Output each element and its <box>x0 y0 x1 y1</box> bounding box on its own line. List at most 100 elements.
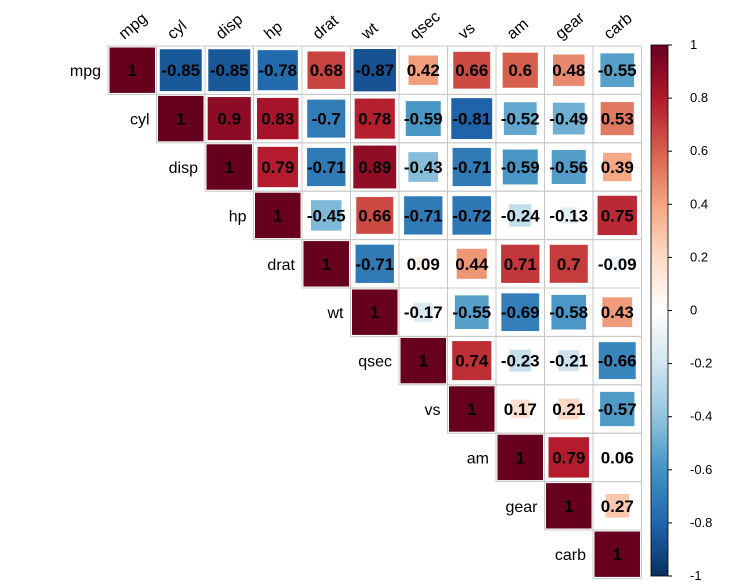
row-label-hp: hp <box>229 208 247 225</box>
cell-drat-qsec <box>416 256 431 271</box>
value-label-mpg-cyl: -0.85 <box>161 61 200 80</box>
values-layer: 1 -0.85 -0.85 -0.78 0.68 -0.87 0.42 0.66 0.6 0.48… <box>128 61 637 564</box>
cell-disp-am <box>502 149 538 185</box>
column-label-wt: wt <box>358 19 382 43</box>
colorbar: 1 0.8 0.6 0.4 0.2 0 -0.2 -0.4 -0.6 -0.8 -1 <box>650 37 712 583</box>
colorbar-tick-label: -0.8 <box>690 515 712 530</box>
value-label-disp-disp: 1 <box>225 158 234 177</box>
value-label-hp-am: -0.24 <box>501 206 540 225</box>
value-label-cyl-am: -0.52 <box>501 110 540 129</box>
column-label-drat: drat <box>310 12 342 43</box>
column-label-cyl: cyl <box>164 17 190 43</box>
value-label-vs-vs: 1 <box>467 400 476 419</box>
cell-drat-am <box>501 244 540 283</box>
cell-cyl-vs <box>451 98 493 140</box>
cell-hp-vs <box>452 196 492 235</box>
cells-layer <box>109 47 640 577</box>
grid-layer <box>107 45 642 579</box>
cell-disp-gear <box>551 150 586 184</box>
column-label-disp: disp <box>213 11 246 43</box>
cell-gear-carb <box>605 494 630 518</box>
cell-disp-wt <box>353 145 397 189</box>
value-label-mpg-vs: 0.66 <box>455 61 488 80</box>
cell-vs-vs <box>449 386 495 432</box>
value-label-mpg-gear: 0.48 <box>552 61 585 80</box>
cell-mpg-gear <box>552 54 585 86</box>
cell-hp-qsec <box>404 196 443 235</box>
cell-cyl-drat <box>307 99 346 138</box>
colorbar-tick-label: 0.4 <box>690 196 708 211</box>
cell-mpg-carb <box>600 53 635 88</box>
value-label-disp-wt: 0.89 <box>358 158 391 177</box>
cell-vs-carb <box>600 391 635 427</box>
cell-drat-carb <box>610 256 625 271</box>
value-label-disp-carb: 0.39 <box>601 158 634 177</box>
cell-wt-wt <box>352 289 398 335</box>
value-label-cyl-gear: -0.49 <box>549 110 588 129</box>
value-label-qsec-vs: 0.74 <box>455 352 489 371</box>
column-label-vs: vs <box>455 20 478 43</box>
cell-am-carb <box>611 451 623 463</box>
column-label-qsec: qsec <box>407 8 444 43</box>
cell-mpg-cyl <box>159 49 202 92</box>
cell-drat-vs <box>456 248 487 279</box>
cell-qsec-am <box>509 349 532 372</box>
cell-hp-wt <box>356 196 394 234</box>
cell-vs-gear <box>558 398 580 420</box>
value-label-mpg-disp: -0.85 <box>210 61 249 80</box>
colorbar-tick-label: -0.6 <box>690 462 712 477</box>
cell-mpg-wt <box>353 49 396 92</box>
cell-qsec-qsec <box>400 337 446 384</box>
value-label-mpg-qsec: 0.42 <box>407 61 440 80</box>
cell-drat-wt <box>355 244 394 283</box>
row-label-mpg: mpg <box>70 63 101 80</box>
row-label-disp: disp <box>169 160 198 177</box>
colorbar-bar <box>650 44 669 577</box>
cell-hp-hp <box>255 192 301 239</box>
value-label-mpg-wt: -0.87 <box>355 61 394 80</box>
value-label-mpg-mpg: 1 <box>128 61 137 80</box>
cell-disp-hp <box>257 146 298 188</box>
cell-cyl-cyl <box>158 95 204 142</box>
value-label-am-gear: 0.79 <box>552 448 585 467</box>
value-label-drat-drat: 1 <box>322 255 331 274</box>
column-label-mpg: mpg <box>116 10 151 43</box>
value-label-qsec-qsec: 1 <box>419 352 428 371</box>
row-label-cyl: cyl <box>130 112 150 129</box>
value-label-wt-qsec: -0.17 <box>404 303 443 322</box>
colorbar-tick-label: 1 <box>690 37 697 52</box>
value-label-cyl-carb: 0.53 <box>601 110 634 129</box>
cell-drat-gear <box>549 244 588 283</box>
value-label-disp-vs: -0.71 <box>452 158 491 177</box>
row-label-wt: wt <box>327 305 345 322</box>
value-label-mpg-drat: 0.68 <box>310 61 343 80</box>
cell-disp-disp <box>206 144 252 190</box>
value-label-am-am: 1 <box>516 448 525 467</box>
cell-carb-carb <box>594 531 640 577</box>
cell-cyl-wt <box>354 98 395 139</box>
row-label-carb: carb <box>555 547 586 564</box>
cell-wt-gear <box>551 294 587 330</box>
row-label-qsec: qsec <box>358 354 392 371</box>
value-label-drat-gear: 0.7 <box>557 255 581 274</box>
cell-qsec-vs <box>452 341 492 381</box>
value-label-mpg-am: 0.6 <box>508 61 532 80</box>
cell-gear-gear <box>546 483 592 529</box>
cell-cyl-am <box>503 102 537 135</box>
cell-cyl-hp <box>257 97 299 140</box>
colorbar-tick-label: 0.8 <box>690 90 708 105</box>
column-label-am: am <box>504 16 532 43</box>
row-label-vs: vs <box>425 402 441 419</box>
value-label-disp-drat: -0.71 <box>307 158 346 177</box>
value-label-vs-gear: 0.21 <box>552 400 585 419</box>
value-label-hp-gear: -0.13 <box>549 206 588 225</box>
value-label-cyl-hp: 0.83 <box>261 110 294 129</box>
colorbar-tick-label: 0.2 <box>690 249 708 264</box>
value-label-cyl-drat: -0.7 <box>312 110 341 129</box>
cell-wt-am <box>501 293 540 332</box>
cell-vs-am <box>510 399 530 419</box>
value-label-gear-carb: 0.27 <box>601 497 634 516</box>
value-label-wt-am: -0.69 <box>501 303 540 322</box>
cell-am-am <box>497 434 543 481</box>
